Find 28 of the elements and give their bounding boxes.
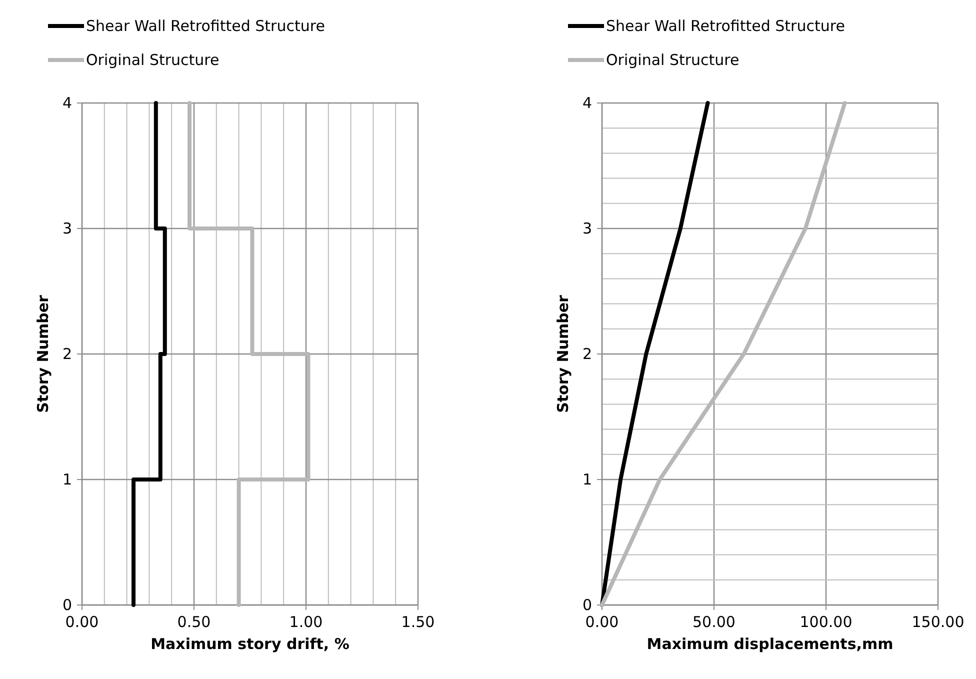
y-tick-label: 0 [62, 596, 72, 614]
x-tick-label: 100.00 [800, 613, 852, 631]
legend-label: Shear Wall Retrofitted Structure [606, 17, 845, 35]
x-tick-label: 150.00 [912, 613, 964, 631]
y-tick-label: 1 [582, 470, 592, 488]
legend-label: Original Structure [606, 51, 740, 69]
x-axis-title: Maximum story drift, % [150, 635, 350, 653]
x-tick-label: 0.50 [177, 613, 211, 631]
legend-label: Shear Wall Retrofitted Structure [86, 17, 325, 35]
y-axis-title: Story Number [554, 294, 572, 413]
y-tick-label: 4 [582, 94, 592, 112]
y-tick-label: 2 [582, 345, 592, 363]
x-tick-label: 1.50 [401, 613, 435, 631]
line-series [132, 101, 167, 607]
legend-label: Original Structure [86, 51, 220, 69]
y-tick-label: 4 [62, 94, 72, 112]
x-tick-label: 0.00 [65, 613, 99, 631]
y-axis-title: Story Number [34, 294, 52, 413]
y-tick-label: 3 [62, 220, 72, 238]
x-tick-label: 1.00 [289, 613, 323, 631]
x-axis-title: Maximum displacements,mm [646, 635, 894, 653]
y-tick-label: 2 [62, 345, 72, 363]
x-tick-label: 50.00 [692, 613, 736, 631]
y-tick-label: 0 [582, 596, 592, 614]
line-series [188, 101, 310, 607]
y-tick-label: 1 [62, 470, 72, 488]
y-tick-label: 3 [582, 220, 592, 238]
x-tick-label: 0.00 [585, 613, 619, 631]
